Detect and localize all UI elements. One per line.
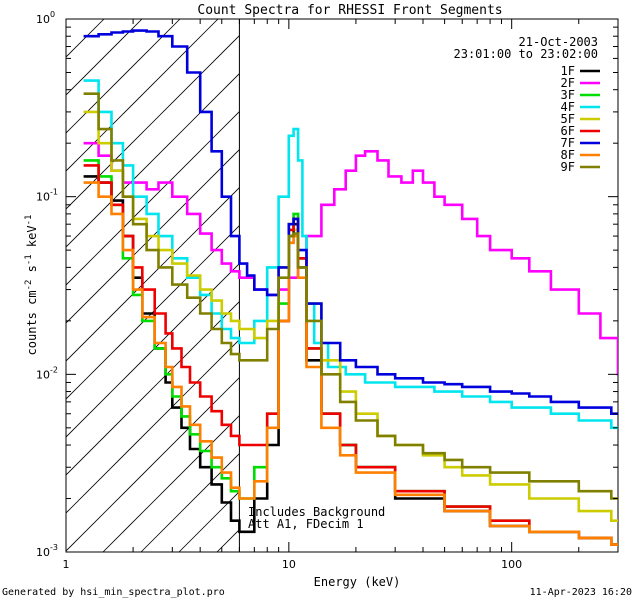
y-axis-label-part: keV bbox=[25, 225, 39, 254]
x-axis-ticks: 1 10 100 bbox=[63, 19, 619, 571]
legend-label: 5F bbox=[561, 112, 575, 126]
series-line-4F bbox=[83, 79, 618, 430]
series-line-1F bbox=[83, 175, 618, 546]
legend-label: 1F bbox=[561, 64, 575, 78]
footer-timestamp: 11-Apr-2023 16:20 bbox=[529, 587, 632, 598]
annotation-attenuator: Att A1, FDecim 1 bbox=[248, 517, 364, 531]
legend-label: 8F bbox=[561, 148, 575, 162]
y-axis-label-part: s bbox=[25, 265, 39, 279]
hatch-line bbox=[66, 301, 240, 476]
y-tick-label: 10-2 bbox=[36, 365, 58, 381]
legend-label: 6F bbox=[561, 124, 575, 138]
hatch-line bbox=[66, 19, 143, 96]
hatch-line bbox=[66, 19, 181, 134]
y-axis-label-exp: -1 bbox=[24, 215, 34, 226]
hatch-line bbox=[66, 187, 240, 362]
hatch-line bbox=[102, 415, 240, 552]
y-axis-label-part: counts cm bbox=[25, 290, 39, 355]
hatch-line bbox=[66, 263, 240, 438]
y-tick-label: 10-1 bbox=[36, 188, 58, 204]
hatch-line bbox=[66, 19, 105, 58]
hatch-line bbox=[66, 149, 240, 324]
legend-label: 2F bbox=[561, 76, 575, 90]
legend-label: 4F bbox=[561, 100, 575, 114]
plot-frame bbox=[65, 18, 619, 553]
x-tick-label: 100 bbox=[501, 558, 522, 571]
date-label: 21-Oct-2003 bbox=[519, 35, 598, 49]
x-axis-label: Energy (keV) bbox=[314, 575, 401, 589]
hatch-line bbox=[66, 35, 240, 210]
hatch-line bbox=[66, 377, 240, 552]
y-tick-label: 100 bbox=[36, 10, 55, 26]
series-layer bbox=[83, 29, 618, 546]
series-line-5F bbox=[83, 110, 618, 522]
y-axis-label-exp: -1 bbox=[24, 254, 34, 265]
x-tick-label: 10 bbox=[282, 558, 296, 571]
y-tick-label: 10-3 bbox=[36, 543, 58, 559]
hatch-line bbox=[66, 339, 240, 514]
legend-label: 9F bbox=[561, 160, 575, 174]
background-hatch-region bbox=[66, 19, 240, 552]
chart-title: Count Spectra for RHESSI Front Segments bbox=[197, 3, 502, 18]
series-line-7F bbox=[83, 29, 618, 415]
x-tick-label: 1 bbox=[63, 558, 70, 571]
hatch-line bbox=[66, 111, 240, 286]
footer-generated-by: Generated by hsi_min_spectra_plot.pro bbox=[2, 587, 225, 598]
series-line-9F bbox=[83, 92, 618, 500]
time-range-label: 23:01:00 to 23:02:00 bbox=[454, 47, 599, 61]
hatch-line bbox=[216, 529, 240, 552]
series-line-8F bbox=[83, 181, 618, 546]
y-axis-label-exp: -2 bbox=[24, 280, 34, 291]
series-line-3F bbox=[83, 159, 618, 546]
legend-label: 3F bbox=[561, 88, 575, 102]
annotation-background: Includes Background bbox=[248, 505, 385, 519]
legend-label: 7F bbox=[561, 136, 575, 150]
y-axis-ticks: 100 10-1 10-2 10-3 bbox=[36, 10, 618, 559]
y-axis-label: counts cm-2 s-1 keV-1 bbox=[24, 215, 39, 356]
hatch-line bbox=[66, 19, 219, 172]
hatch-line bbox=[66, 73, 240, 248]
series-line-2F bbox=[83, 141, 618, 376]
hatch-line bbox=[140, 453, 240, 552]
series-line-6F bbox=[83, 164, 618, 546]
